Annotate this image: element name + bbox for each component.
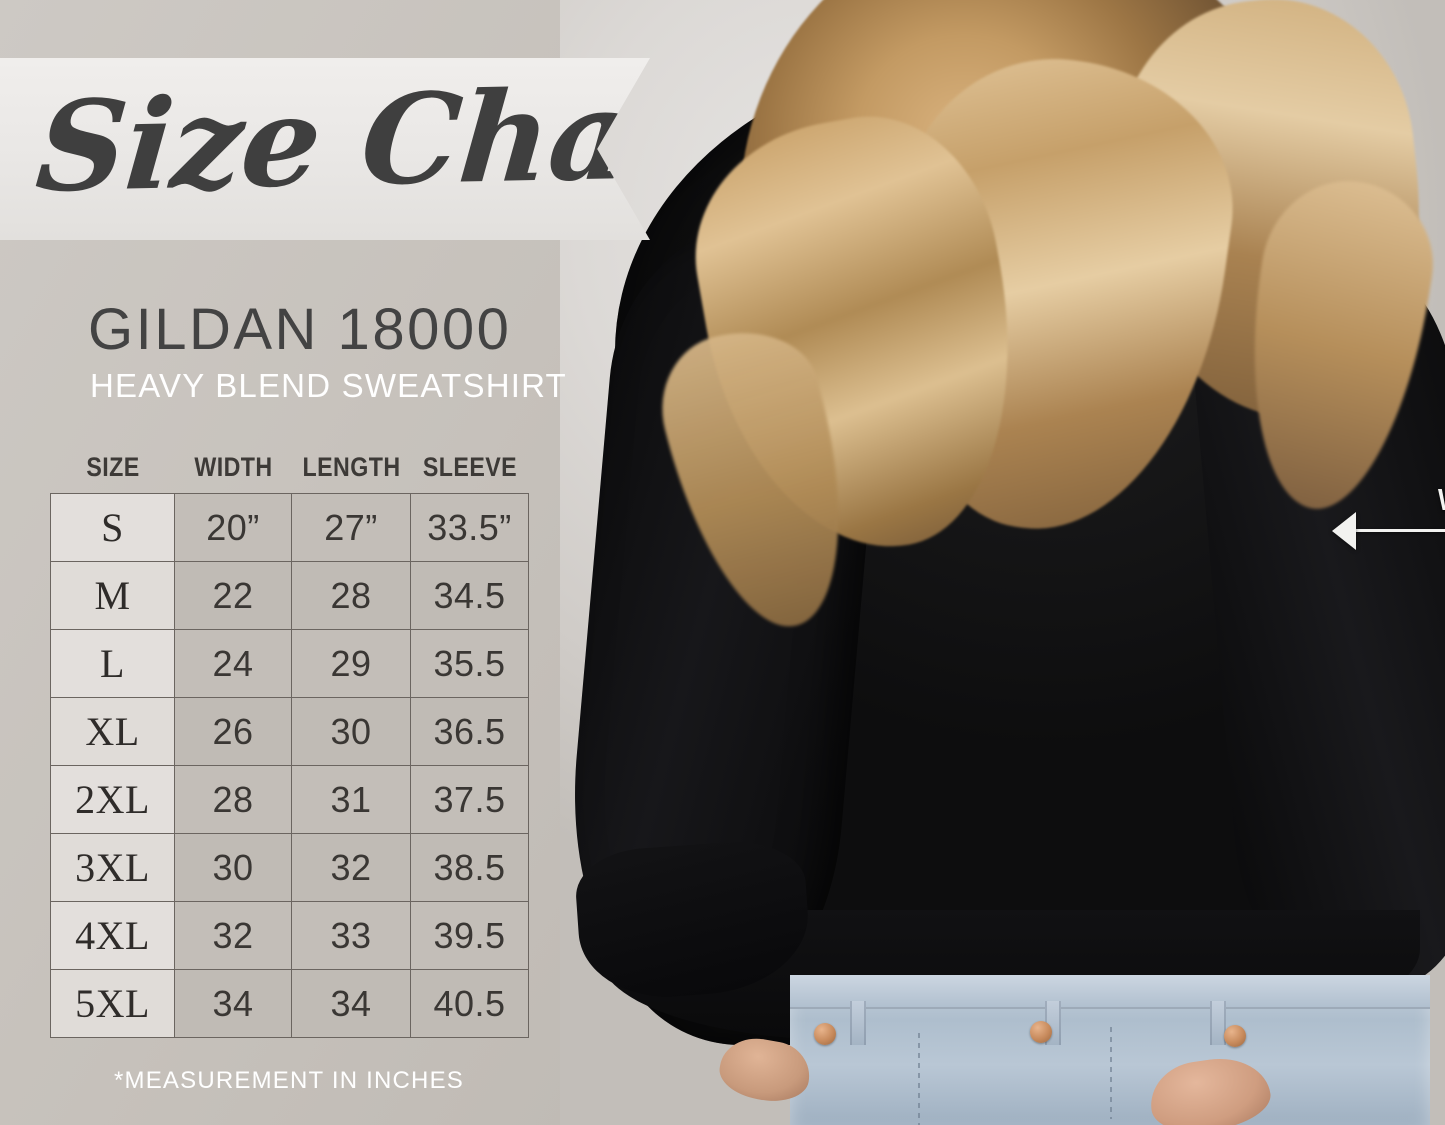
cell-sleeve: 38.5 [410,833,529,902]
cell-size: L [50,629,175,698]
cell-size: XL [50,697,175,766]
cell-width: 24 [174,629,292,698]
cell-size: 3XL [50,833,175,902]
cell-width: 22 [174,561,292,630]
table-row: S 20” 27” 33.5” [50,493,529,562]
cell-width: 26 [174,697,292,766]
cell-length: 31 [291,765,411,834]
column-header-width: WIDTH [193,452,273,482]
column-header-sleeve: SLEEVE [422,452,517,482]
table-row: L 24 29 35.5 [50,629,529,698]
size-chart-banner: Size Chart [0,58,650,240]
table-row: XL 26 30 36.5 [50,697,529,766]
cell-size: S [50,493,175,562]
jeans-button [814,1023,836,1045]
cell-size: 2XL [50,765,175,834]
cell-length: 28 [291,561,411,630]
cell-sleeve: 34.5 [410,561,529,630]
size-table-body: S 20” 27” 33.5” M 22 28 34.5 L 24 29 35.5 XL 26 30 36.5… [50,493,529,1038]
cell-sleeve: 33.5” [410,493,529,562]
width-arrowhead-left-icon [1332,512,1356,550]
jeans-pocket-seam [1110,1027,1112,1119]
width-measure-line [1350,529,1445,532]
cell-sleeve: 36.5 [410,697,529,766]
product-subtitle: HEAVY BLEND SWEATSHIRT [90,367,567,404]
cell-sleeve: 40.5 [410,969,529,1038]
table-row: 3XL 30 32 38.5 [50,833,529,902]
product-photo: WIDTH LENGTH [560,0,1445,1125]
cell-size: M [50,561,175,630]
cell-width: 34 [174,969,292,1038]
table-row: 4XL 32 33 39.5 [50,901,529,970]
brand-title: GILDAN 18000 [88,297,512,362]
jeans-belt-loop [1210,1001,1226,1045]
jeans-waistband [790,975,1430,1009]
cell-length: 30 [291,697,411,766]
cell-sleeve: 39.5 [410,901,529,970]
cell-width: 20” [174,493,292,562]
cell-width: 28 [174,765,292,834]
column-header-length: LENGTH [301,452,401,482]
width-label: WIDTH [1438,482,1445,518]
cell-length: 32 [291,833,411,902]
cell-length: 34 [291,969,411,1038]
cell-length: 33 [291,901,411,970]
cell-size: 5XL [50,969,175,1038]
size-table-header-row: SIZE WIDTH LENGTH SLEEVE [51,452,529,494]
table-row: M 22 28 34.5 [50,561,529,630]
cell-sleeve: 35.5 [410,629,529,698]
column-header-size: SIZE [85,452,140,482]
size-table-head: SIZE WIDTH LENGTH SLEEVE [51,452,529,494]
cell-width: 30 [174,833,292,902]
jeans-button [1224,1025,1246,1047]
jeans-button [1030,1021,1052,1043]
jeans-belt-loop [850,1001,866,1045]
size-table: SIZE WIDTH LENGTH SLEEVE S 20” 27” 33.5” M 22… [50,452,529,1038]
cell-size: 4XL [50,901,175,970]
cell-width: 32 [174,901,292,970]
model-jeans [790,975,1430,1125]
jeans-pocket-seam [918,1033,920,1125]
cell-length: 27” [291,493,411,562]
table-row: 2XL 28 31 37.5 [50,765,529,834]
size-table-wrapper: SIZE WIDTH LENGTH SLEEVE S 20” 27” 33.5” M 22… [50,452,529,1038]
measurement-footnote: *MEASUREMENT IN INCHES [113,1067,464,1094]
table-row: 5XL 34 34 40.5 [50,969,529,1038]
cell-sleeve: 37.5 [410,765,529,834]
cell-length: 29 [291,629,411,698]
